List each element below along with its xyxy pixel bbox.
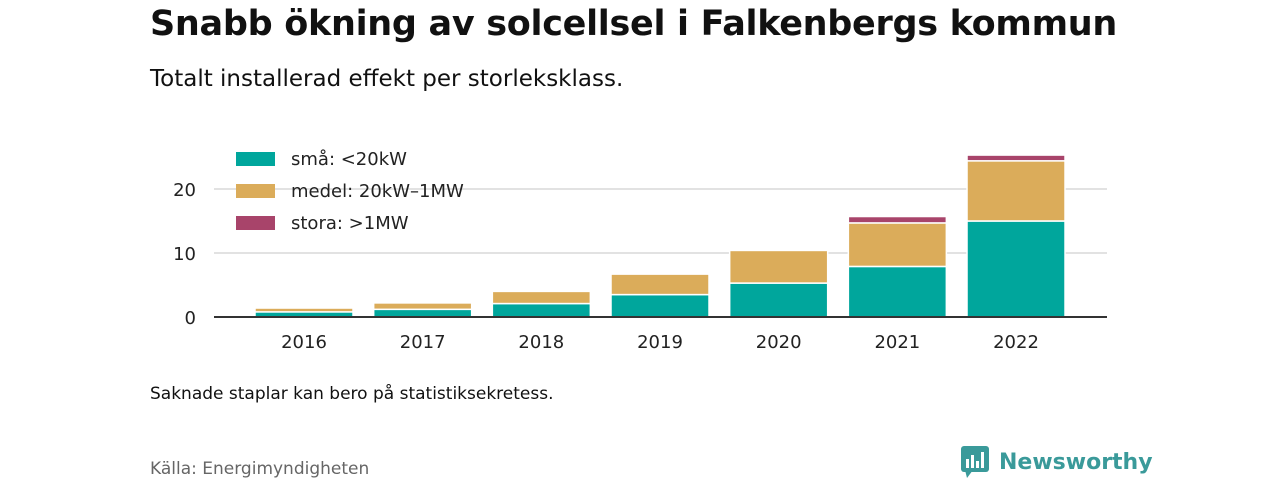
y-tick-label: 0 [185,308,196,329]
legend-swatch-sma [236,152,275,166]
bar-segment-medel [491,290,592,305]
x-tick-label: 2017 [400,332,446,353]
newsworthy-logo: Newsworthy [961,446,1153,478]
brand-name: Newsworthy [999,449,1153,475]
stacked-bar-chart: 0 10 20 2016 2017 2018 2019 2020 2021 2022 små: … [173,149,1107,353]
bar-segment-sma [491,302,592,318]
y-tick-label: 20 [173,180,196,201]
legend-label-stora: stora: >1MW [291,213,409,234]
legend-label-medel: medel: 20kW–1MW [291,181,464,202]
bar-segment-stora [966,154,1066,162]
bar-segment-sma [372,308,473,318]
y-tick-label: 10 [173,244,196,265]
footnote: Saknade staplar kan bero på statistiksek… [150,384,554,404]
x-tick-label: 2021 [874,332,920,353]
legend-swatch-stora [236,216,275,230]
legend-swatch-medel [236,184,275,198]
bar-segment-medel [847,222,948,268]
bar-segment-sma [610,293,710,318]
x-tick-label: 2018 [518,332,564,353]
bar-segment-medel [966,160,1066,222]
chart-subtitle: Totalt installerad effekt per storlekskl… [150,66,624,92]
bar-segment-sma [966,220,1066,318]
bar-segment-medel [254,307,354,313]
x-tick-label: 2022 [993,332,1039,353]
chart-bubble-icon [961,446,989,478]
bar-segment-medel [610,273,710,296]
bar-segment-medel [372,302,473,311]
bar-segment-medel [728,249,829,284]
gridlines [214,188,1107,254]
bar-segment-sma [847,265,948,318]
bar-segment-sma [728,282,829,318]
x-tick-label: 2020 [756,332,802,353]
y-axis-ticks: 0 10 20 [173,180,196,329]
legend-label-sma: små: <20kW [291,149,407,170]
bars [254,154,1066,318]
source-text: Källa: Energimyndigheten [150,459,370,479]
x-axis-ticks: 2016 2017 2018 2019 2020 2021 2022 [281,332,1039,353]
x-tick-label: 2016 [281,332,327,353]
x-tick-label: 2019 [637,332,683,353]
chart-title: Snabb ökning av solcellsel i Falkenbergs… [150,4,1117,44]
legend: små: <20kW medel: 20kW–1MW stora: >1MW [236,149,464,234]
bar-segment-stora [847,215,948,224]
